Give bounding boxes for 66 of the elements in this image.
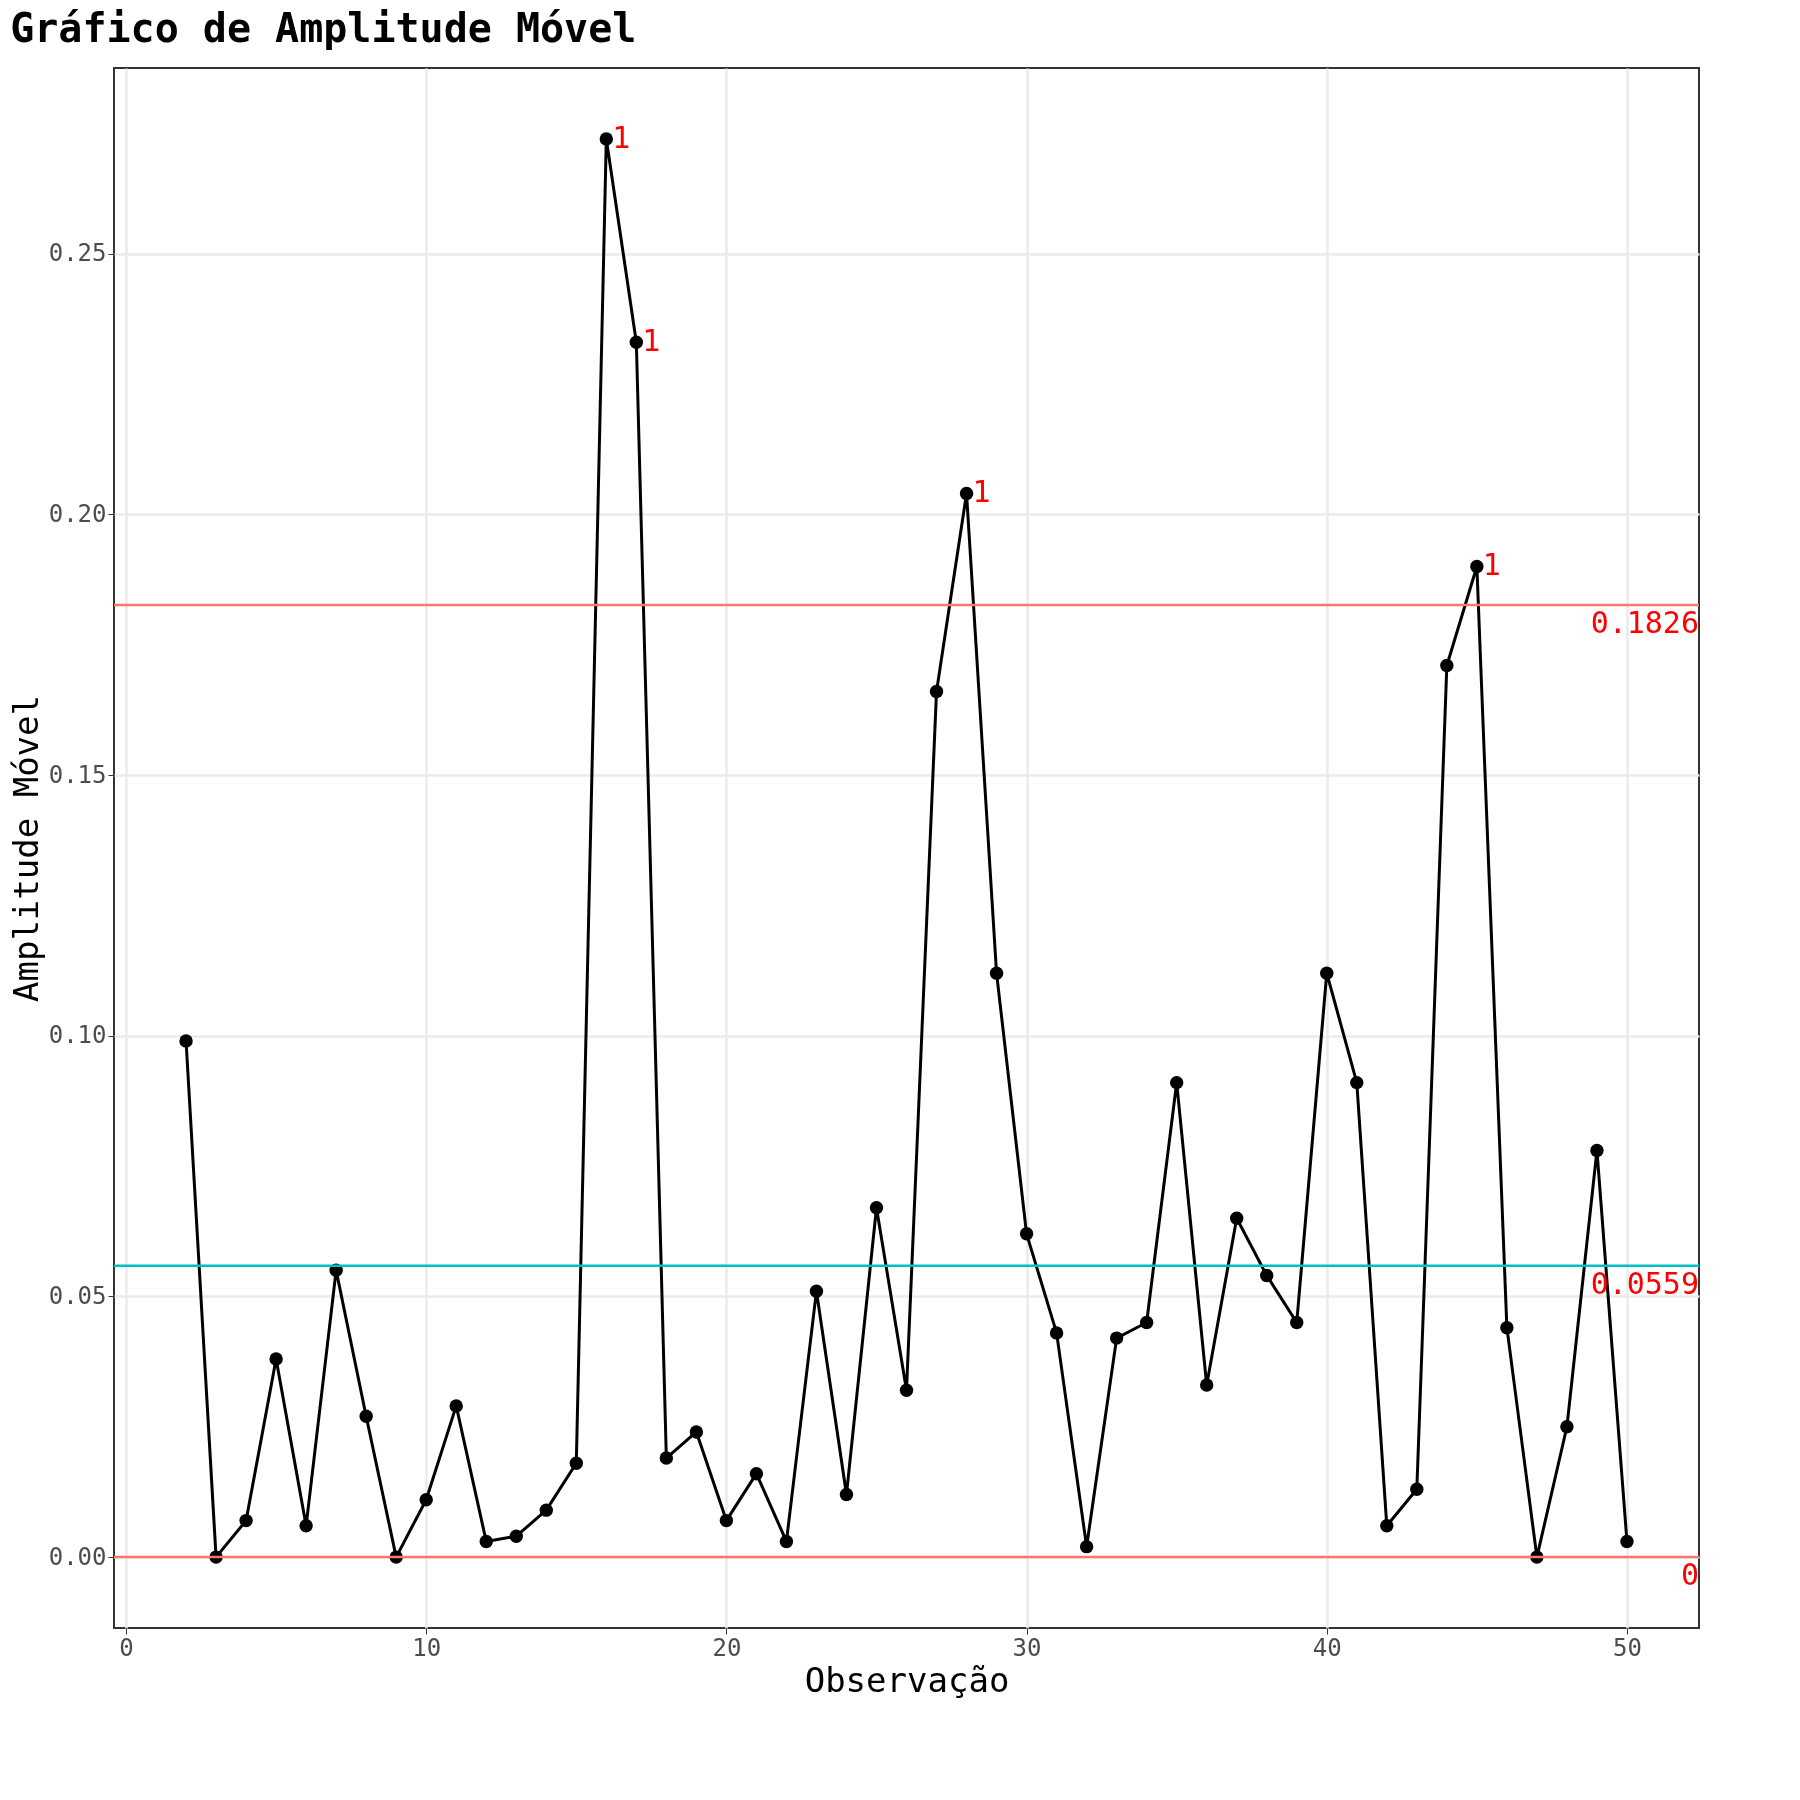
chart-title: Gráfico de Amplitude Móvel: [10, 5, 637, 51]
x-tick-label: 40: [1312, 1633, 1342, 1662]
y-tick-label: 0.10: [48, 1021, 107, 1050]
y-tick-label: 0.00: [48, 1542, 107, 1571]
point: [659, 1451, 674, 1465]
point: [1139, 1315, 1154, 1330]
point: [749, 1466, 764, 1481]
point: [1590, 1143, 1604, 1158]
point: [1230, 1211, 1244, 1225]
point: [449, 1399, 463, 1413]
x-tick-label: 50: [1613, 1633, 1642, 1662]
point: [929, 684, 944, 699]
point: [1079, 1539, 1094, 1554]
point: [689, 1425, 704, 1439]
point: [599, 132, 614, 146]
point: [359, 1409, 373, 1424]
x-tick-label: 20: [712, 1633, 742, 1662]
point: [1470, 559, 1484, 574]
point: [1410, 1482, 1424, 1496]
point: [1199, 1378, 1214, 1392]
point: [1620, 1534, 1634, 1549]
point: [539, 1503, 553, 1517]
point: [1320, 966, 1334, 980]
point: [839, 1487, 854, 1502]
y-tick-label: 0.05: [48, 1281, 107, 1310]
point: [1500, 1320, 1514, 1335]
point: [299, 1519, 313, 1533]
x-tick-label: 0: [119, 1633, 134, 1662]
point: [809, 1284, 824, 1298]
point: [239, 1513, 253, 1528]
point: [269, 1352, 283, 1366]
annotation: 1: [612, 119, 631, 155]
ref-line-label: 0: [1680, 1557, 1699, 1593]
point: [779, 1534, 794, 1549]
x-axis-title: Observação: [804, 1659, 1010, 1700]
point: [419, 1493, 433, 1507]
x-tick-label: 10: [412, 1633, 442, 1662]
point: [1169, 1075, 1184, 1090]
point: [479, 1534, 493, 1549]
point: [509, 1529, 523, 1543]
point: [719, 1513, 734, 1528]
y-tick-label: 0.15: [48, 760, 107, 789]
annotation: 1: [642, 323, 661, 359]
annotation: 1: [972, 474, 991, 510]
point: [1260, 1268, 1274, 1283]
point: [989, 966, 1004, 980]
y-axis-title: Amplitude Móvel: [5, 694, 46, 1003]
point: [1290, 1315, 1304, 1330]
point: [1350, 1075, 1364, 1090]
x-tick-label: 30: [1012, 1633, 1042, 1662]
point: [1440, 658, 1454, 673]
point: [629, 335, 644, 349]
point: [869, 1201, 884, 1215]
point: [1109, 1331, 1124, 1345]
ref-line-label: 0.1826: [1590, 605, 1699, 641]
point: [899, 1383, 914, 1397]
annotation: 1: [1482, 547, 1501, 583]
point: [959, 486, 974, 501]
point: [1380, 1519, 1394, 1533]
point: [1019, 1227, 1034, 1241]
y-tick-label: 0.25: [48, 239, 107, 268]
point: [569, 1456, 583, 1470]
point: [1560, 1420, 1574, 1434]
point: [1049, 1326, 1064, 1340]
y-tick-label: 0.20: [48, 499, 107, 528]
point: [179, 1034, 193, 1048]
